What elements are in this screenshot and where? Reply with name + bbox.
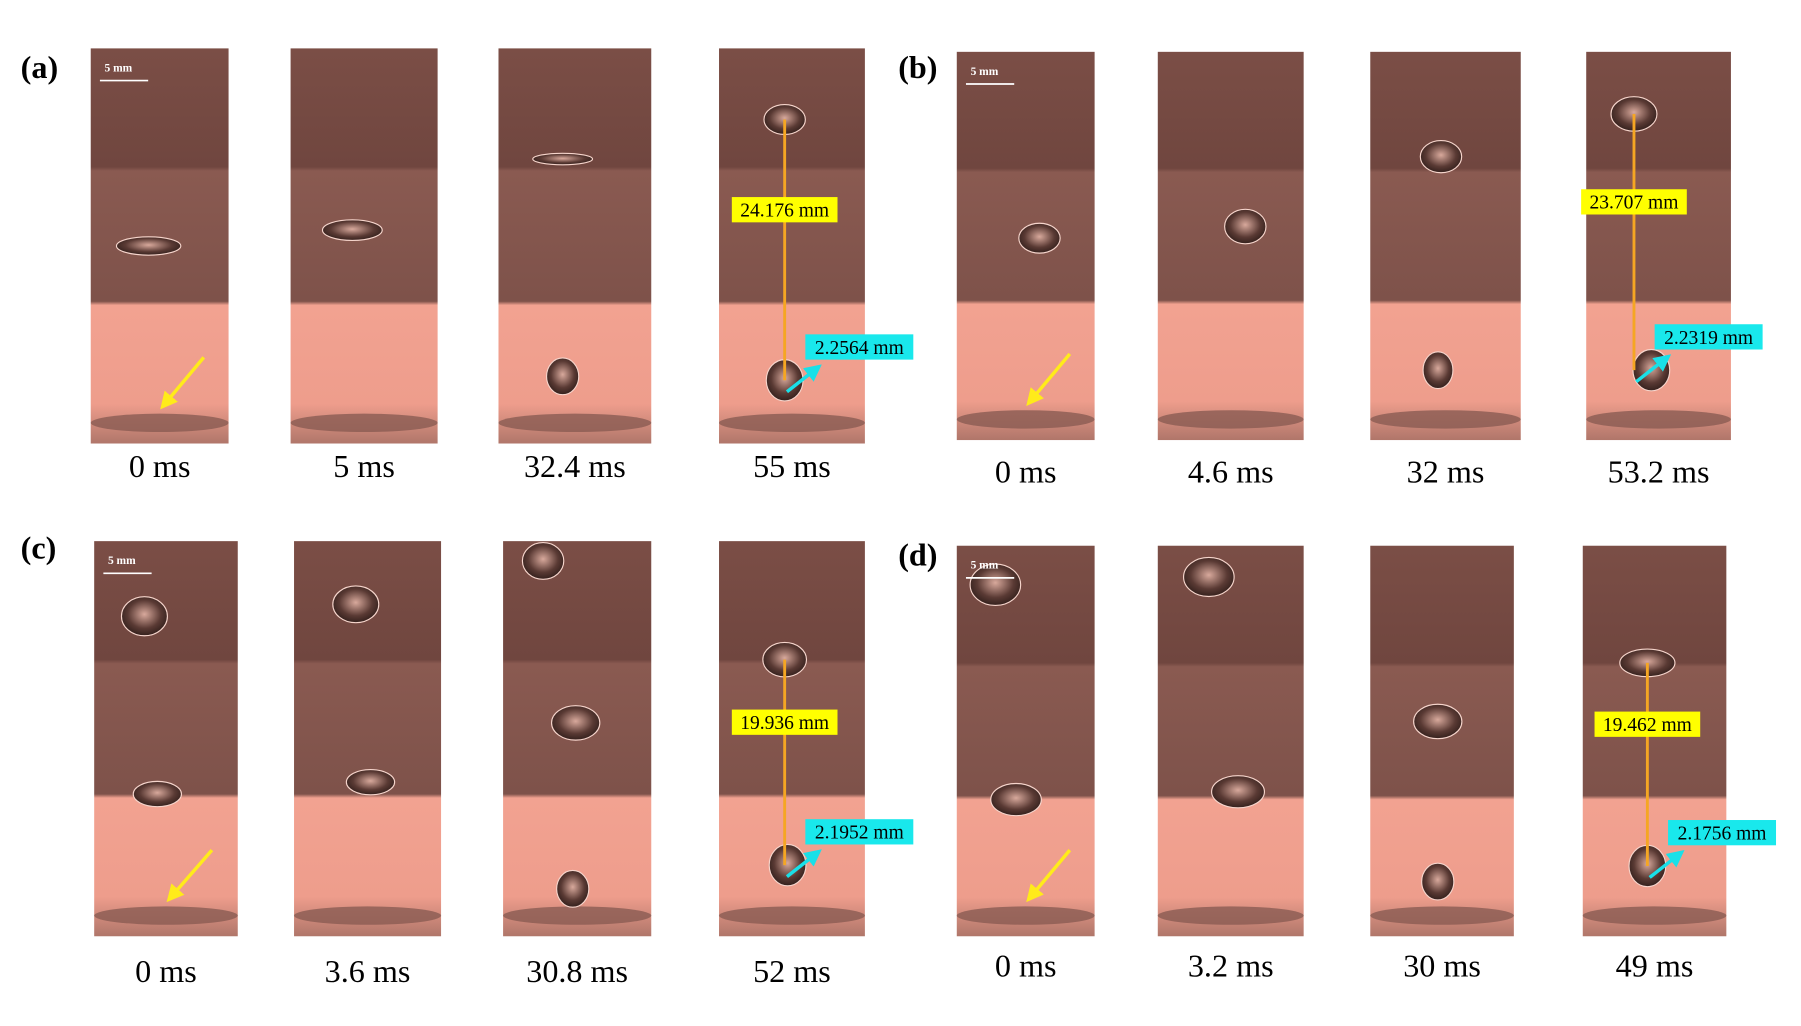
diameter-box xyxy=(805,819,914,845)
height-box xyxy=(1594,711,1701,737)
droplet xyxy=(1419,140,1463,174)
time-label: 3.2 ms xyxy=(1188,947,1274,983)
droplet xyxy=(115,236,182,256)
time-label: 5 ms xyxy=(333,448,395,484)
time-label: 32.4 ms xyxy=(524,448,626,484)
time-label: 53.2 ms xyxy=(1608,454,1710,490)
substrate xyxy=(1157,906,1304,925)
droplet xyxy=(550,705,601,741)
time-label: 30.8 ms xyxy=(526,953,628,989)
height-box xyxy=(731,197,838,223)
photo-frame xyxy=(290,48,438,444)
time-label: 0 ms xyxy=(995,947,1057,983)
height-box xyxy=(1581,189,1687,215)
droplet xyxy=(521,541,565,580)
substrate xyxy=(1370,410,1521,429)
scale-text: 5 mm xyxy=(105,62,133,74)
substrate xyxy=(94,906,238,925)
droplet xyxy=(1018,222,1061,254)
droplet xyxy=(1413,703,1463,740)
time-label: 49 ms xyxy=(1616,947,1694,983)
substrate xyxy=(1586,410,1731,429)
droplet xyxy=(120,596,168,637)
pointer-arrow xyxy=(1026,352,1072,406)
substrate xyxy=(1370,906,1514,925)
substrate xyxy=(956,906,1095,925)
diameter-arrow xyxy=(1648,850,1685,879)
pointer-arrow xyxy=(1026,849,1072,903)
panel-label: (a) xyxy=(21,49,59,85)
scale-text: 5 mm xyxy=(108,555,136,567)
height-value: 23.707 mm xyxy=(1590,193,1679,214)
substrate xyxy=(498,413,652,433)
substrate xyxy=(956,410,1095,429)
panel-label: (d) xyxy=(898,536,937,572)
substrate xyxy=(503,906,652,925)
diameter-arrow xyxy=(1635,354,1672,384)
diameter-box xyxy=(1654,324,1763,350)
height-value: 24.176 mm xyxy=(740,201,829,222)
droplet xyxy=(321,219,383,242)
height-value: 19.462 mm xyxy=(1603,715,1692,736)
panel-label: (c) xyxy=(21,529,57,565)
droplet xyxy=(969,563,1022,607)
time-label: 4.6 ms xyxy=(1188,454,1274,490)
time-label: 32 ms xyxy=(1407,454,1485,490)
pointer-arrow xyxy=(166,848,214,903)
time-label: 0 ms xyxy=(135,953,197,989)
diameter-value: 2.2319 mm xyxy=(1664,328,1753,349)
time-label: 55 ms xyxy=(753,448,831,484)
droplet xyxy=(532,152,594,166)
scale-text: 5 mm xyxy=(971,66,999,78)
diameter-value: 2.2564 mm xyxy=(815,338,904,359)
diameter-arrow xyxy=(785,849,822,878)
droplet xyxy=(1182,556,1235,598)
time-label: 30 ms xyxy=(1403,947,1481,983)
droplet xyxy=(332,585,380,624)
diameter-value: 2.1952 mm xyxy=(815,823,904,844)
substrate xyxy=(1582,906,1727,925)
droplet xyxy=(545,357,580,396)
pointer-arrow xyxy=(160,356,206,410)
diameter-value: 2.1756 mm xyxy=(1678,824,1767,845)
droplet xyxy=(556,869,590,908)
substrate xyxy=(1157,410,1304,429)
photo-frame xyxy=(1157,545,1304,937)
droplet xyxy=(990,782,1042,817)
substrate xyxy=(719,413,865,433)
substrate xyxy=(719,906,865,925)
substrate xyxy=(290,413,438,433)
time-label: 0 ms xyxy=(129,448,191,484)
diameter-box xyxy=(805,334,914,360)
droplet xyxy=(1211,775,1266,809)
photo-frame xyxy=(1157,51,1304,441)
height-value: 19.936 mm xyxy=(740,713,829,734)
substrate xyxy=(90,413,229,433)
diameter-arrow xyxy=(785,364,822,394)
droplet xyxy=(1422,351,1454,390)
time-label: 3.6 ms xyxy=(325,953,411,989)
droplet xyxy=(132,780,183,808)
diameter-box xyxy=(1668,820,1777,846)
photo-frame xyxy=(956,545,1095,937)
substrate xyxy=(294,906,442,925)
time-label: 52 ms xyxy=(753,953,831,989)
panel-label: (b) xyxy=(898,49,937,85)
time-label: 0 ms xyxy=(995,454,1057,490)
droplet xyxy=(1224,208,1267,245)
height-box xyxy=(731,709,838,735)
droplet xyxy=(1421,862,1455,901)
scale-text: 5 mm xyxy=(971,560,999,572)
photo-frame xyxy=(94,541,238,937)
droplet xyxy=(345,768,396,796)
